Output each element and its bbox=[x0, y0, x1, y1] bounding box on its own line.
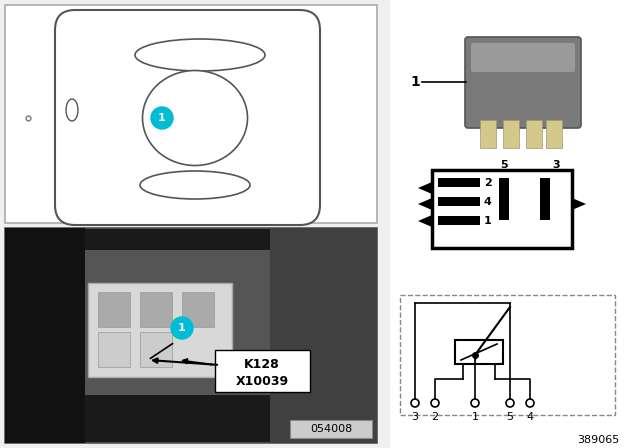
Text: 1: 1 bbox=[178, 323, 186, 333]
Text: 1: 1 bbox=[410, 75, 420, 89]
Text: 5: 5 bbox=[500, 160, 508, 170]
Bar bbox=[400, 295, 615, 415]
Bar bbox=[390, 0, 640, 448]
Circle shape bbox=[506, 399, 514, 407]
Polygon shape bbox=[418, 215, 432, 227]
FancyBboxPatch shape bbox=[88, 283, 232, 377]
Bar bbox=[85, 250, 270, 395]
Ellipse shape bbox=[66, 99, 78, 121]
Text: 5: 5 bbox=[506, 412, 513, 422]
Bar bbox=[5, 5, 377, 223]
Bar bbox=[438, 197, 480, 206]
Circle shape bbox=[171, 317, 193, 339]
Text: X10039: X10039 bbox=[236, 375, 289, 388]
FancyBboxPatch shape bbox=[55, 10, 320, 225]
Bar bbox=[98, 332, 130, 367]
Bar bbox=[438, 216, 480, 225]
Polygon shape bbox=[418, 198, 432, 210]
FancyBboxPatch shape bbox=[471, 43, 575, 72]
Circle shape bbox=[411, 399, 419, 407]
Ellipse shape bbox=[135, 39, 265, 71]
Bar bbox=[499, 178, 509, 220]
Bar bbox=[546, 120, 562, 148]
Text: K128: K128 bbox=[244, 358, 280, 370]
Bar bbox=[455, 340, 503, 364]
Bar bbox=[98, 292, 130, 327]
Bar bbox=[480, 120, 496, 148]
Polygon shape bbox=[572, 198, 586, 210]
Circle shape bbox=[526, 399, 534, 407]
Bar bbox=[526, 120, 542, 148]
Bar bbox=[503, 120, 519, 148]
Bar bbox=[540, 178, 550, 220]
Bar bbox=[270, 228, 377, 443]
Text: 1: 1 bbox=[472, 412, 479, 422]
Text: 2: 2 bbox=[431, 412, 438, 422]
FancyBboxPatch shape bbox=[465, 37, 581, 128]
Text: 1: 1 bbox=[158, 113, 166, 123]
Text: 4: 4 bbox=[484, 197, 492, 207]
Text: 054008: 054008 bbox=[310, 424, 352, 434]
Text: 389065: 389065 bbox=[577, 435, 619, 445]
Bar bbox=[432, 170, 572, 248]
Bar bbox=[5, 228, 85, 443]
Circle shape bbox=[471, 399, 479, 407]
Text: 1: 1 bbox=[484, 215, 492, 225]
Bar bbox=[140, 332, 172, 367]
Bar bbox=[5, 228, 377, 443]
Bar bbox=[290, 420, 372, 438]
Text: 2: 2 bbox=[484, 177, 492, 188]
Text: 4: 4 bbox=[527, 412, 534, 422]
Ellipse shape bbox=[140, 171, 250, 199]
Text: 3: 3 bbox=[412, 412, 419, 422]
Text: 3: 3 bbox=[552, 160, 560, 170]
Bar bbox=[140, 292, 172, 327]
Bar bbox=[182, 292, 214, 327]
Polygon shape bbox=[418, 182, 432, 194]
Ellipse shape bbox=[143, 70, 248, 165]
Circle shape bbox=[431, 399, 439, 407]
Circle shape bbox=[151, 107, 173, 129]
Bar bbox=[438, 178, 480, 187]
Bar bbox=[215, 350, 310, 392]
